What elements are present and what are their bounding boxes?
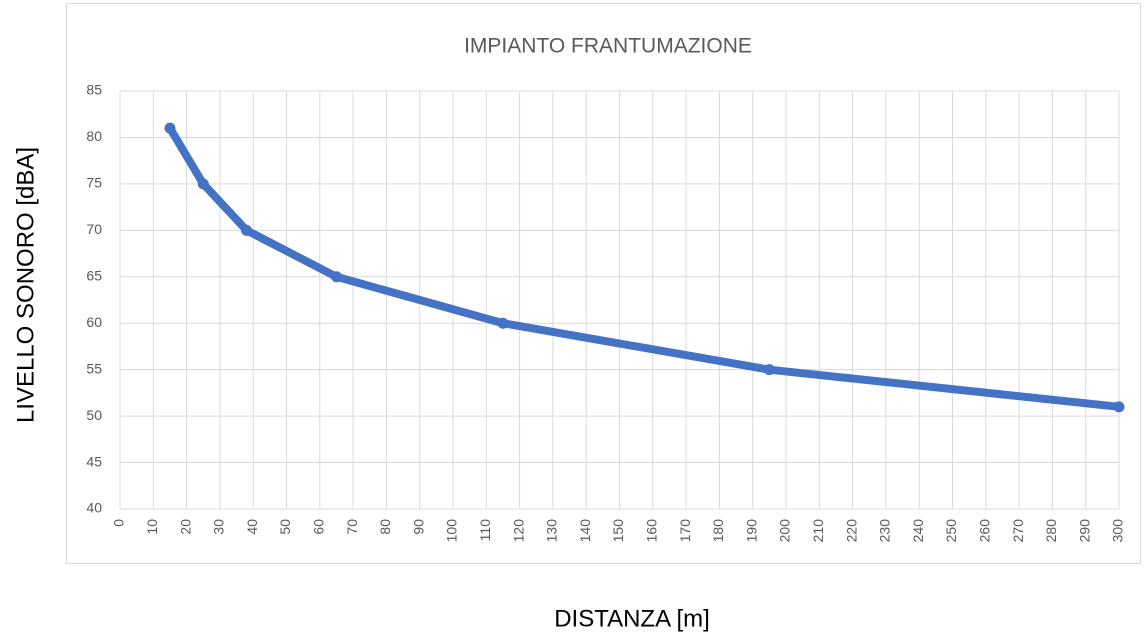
data-point [241,224,253,236]
x-tick-label: 260 [977,519,993,543]
y-tick-label: 60 [86,314,102,330]
x-tick-label: 0 [111,519,127,527]
x-tick-label: 30 [211,519,227,535]
x-tick-label: 150 [610,519,626,543]
x-tick-label: 240 [910,519,926,543]
x-tick-label: 70 [344,519,360,535]
y-tick-label: 85 [86,82,102,98]
y-tick-label: 55 [86,360,102,376]
y-axis-label: LIVELLO SONORO [dBA] [12,147,39,423]
x-tick-label: 180 [710,519,726,543]
x-tick-label: 40 [244,519,260,535]
x-tick-label: 160 [644,519,660,543]
y-tick-label: 40 [86,500,102,516]
x-tick-label: 280 [1043,519,1059,543]
x-tick-label: 100 [444,519,460,543]
x-tick-label: 230 [877,519,893,543]
data-point [164,122,176,134]
x-tick-label: 200 [777,519,793,543]
x-tick-label: 190 [743,519,759,543]
x-tick-label: 120 [510,519,526,543]
x-tick-label: 140 [577,519,593,543]
x-tick-label: 80 [377,519,393,535]
x-tick-label: 300 [1110,519,1126,543]
x-tick-label: 290 [1076,519,1092,543]
x-tick-label: 210 [810,519,826,543]
data-point [1113,401,1125,413]
data-point [763,364,775,376]
y-tick-label: 45 [86,453,102,469]
x-tick-label: 20 [177,519,193,535]
x-tick-label: 220 [843,519,859,543]
x-tick-label: 110 [477,519,493,542]
x-tick-label: 50 [277,519,293,535]
data-point [197,178,209,190]
y-tick-label: 75 [86,175,102,191]
x-tick-label: 60 [311,519,327,535]
y-tick-label: 50 [86,407,102,423]
y-tick-label: 80 [86,128,102,144]
chart-frame [66,3,1141,564]
y-tick-label: 65 [86,267,102,283]
y-tick-label: 70 [86,221,102,237]
data-point [497,317,509,329]
x-tick-label: 250 [943,519,959,543]
x-tick-label: 270 [1010,519,1026,543]
data-point [330,271,342,283]
x-axis-label: DISTANZA [m] [554,605,710,632]
x-tick-label: 130 [544,519,560,543]
x-tick-label: 10 [144,519,160,535]
chart-title: IMPIANTO FRANTUMAZIONE [464,35,752,58]
x-tick-label: 170 [677,519,693,543]
x-tick-label: 90 [410,519,426,535]
